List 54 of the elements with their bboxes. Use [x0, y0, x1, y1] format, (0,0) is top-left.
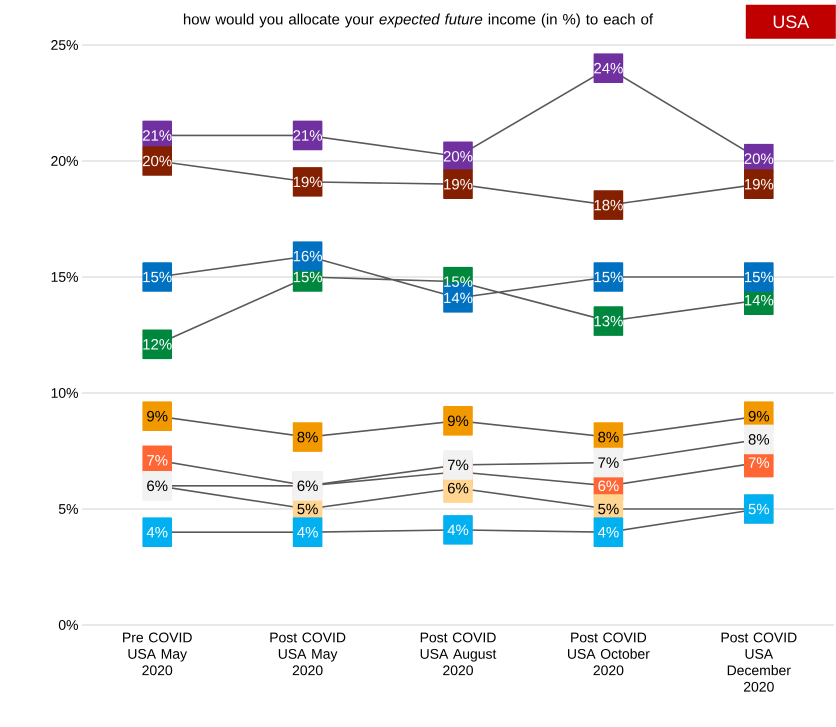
- data-label: 7%: [147, 455, 168, 466]
- y-tick-label: 0%: [58, 620, 78, 630]
- data-label: 15%: [444, 276, 472, 287]
- data-label: 14%: [444, 292, 472, 304]
- data-label: 16%: [294, 250, 322, 262]
- data-label: 7%: [748, 457, 770, 468]
- x-tick-label: Post COVID USA October 2020: [568, 632, 650, 676]
- chart-title: how would you allocate your expected future income (in %) to each of: [184, 14, 654, 28]
- data-label: 15%: [594, 272, 623, 282]
- data-label: 21%: [142, 130, 172, 141]
- data-label: 14%: [744, 294, 774, 306]
- x-tick-label: Post COVID USA August 2020: [420, 632, 496, 676]
- data-label: 19%: [744, 178, 774, 190]
- data-label: 8%: [748, 434, 770, 445]
- data-label: 20%: [744, 153, 774, 164]
- data-label: 19%: [444, 178, 472, 190]
- data-label: 9%: [448, 416, 468, 426]
- data-label: 7%: [448, 460, 468, 470]
- data-label: 4%: [146, 526, 168, 538]
- data-label: 5%: [297, 504, 318, 514]
- data-label: 6%: [598, 480, 619, 492]
- x-tick-label: Post COVID USA May 2020: [270, 632, 346, 676]
- data-label: 6%: [298, 480, 318, 492]
- data-label: 20%: [444, 151, 472, 162]
- data-label: 8%: [598, 432, 619, 442]
- data-label: 19%: [294, 176, 322, 188]
- y-tick-label: 15%: [52, 272, 78, 282]
- data-label: 12%: [143, 339, 172, 350]
- data-label: 6%: [448, 482, 468, 494]
- data-label: 21%: [293, 130, 322, 141]
- data-label: 8%: [297, 432, 318, 442]
- data-label: 15%: [294, 272, 322, 282]
- y-tick-label: 25%: [51, 40, 78, 50]
- y-tick-label: 20%: [51, 156, 78, 166]
- x-tick-label: Post COVID USA December 2020: [722, 632, 796, 692]
- data-label: 9%: [748, 410, 770, 422]
- data-label: 15%: [744, 272, 774, 282]
- data-label: 5%: [748, 504, 770, 514]
- y-tick-label: 5%: [58, 504, 78, 514]
- data-label: 18%: [594, 200, 623, 210]
- text: USA: [774, 15, 810, 28]
- data-label: 9%: [147, 410, 168, 422]
- y-tick-label: 10%: [52, 388, 78, 398]
- data-label: 15%: [143, 272, 172, 282]
- data-label: 4%: [598, 526, 619, 538]
- data-label: 20%: [142, 156, 172, 166]
- data-label: 6%: [147, 480, 168, 492]
- data-label: 13%: [594, 316, 623, 326]
- data-label: 7%: [598, 457, 619, 468]
- x-tick-label: Pre COVID USA May 2020: [123, 632, 192, 676]
- data-label: 4%: [448, 524, 468, 536]
- data-label: 4%: [297, 526, 318, 538]
- data-label: 24%: [594, 62, 623, 74]
- data-label: 5%: [598, 504, 619, 514]
